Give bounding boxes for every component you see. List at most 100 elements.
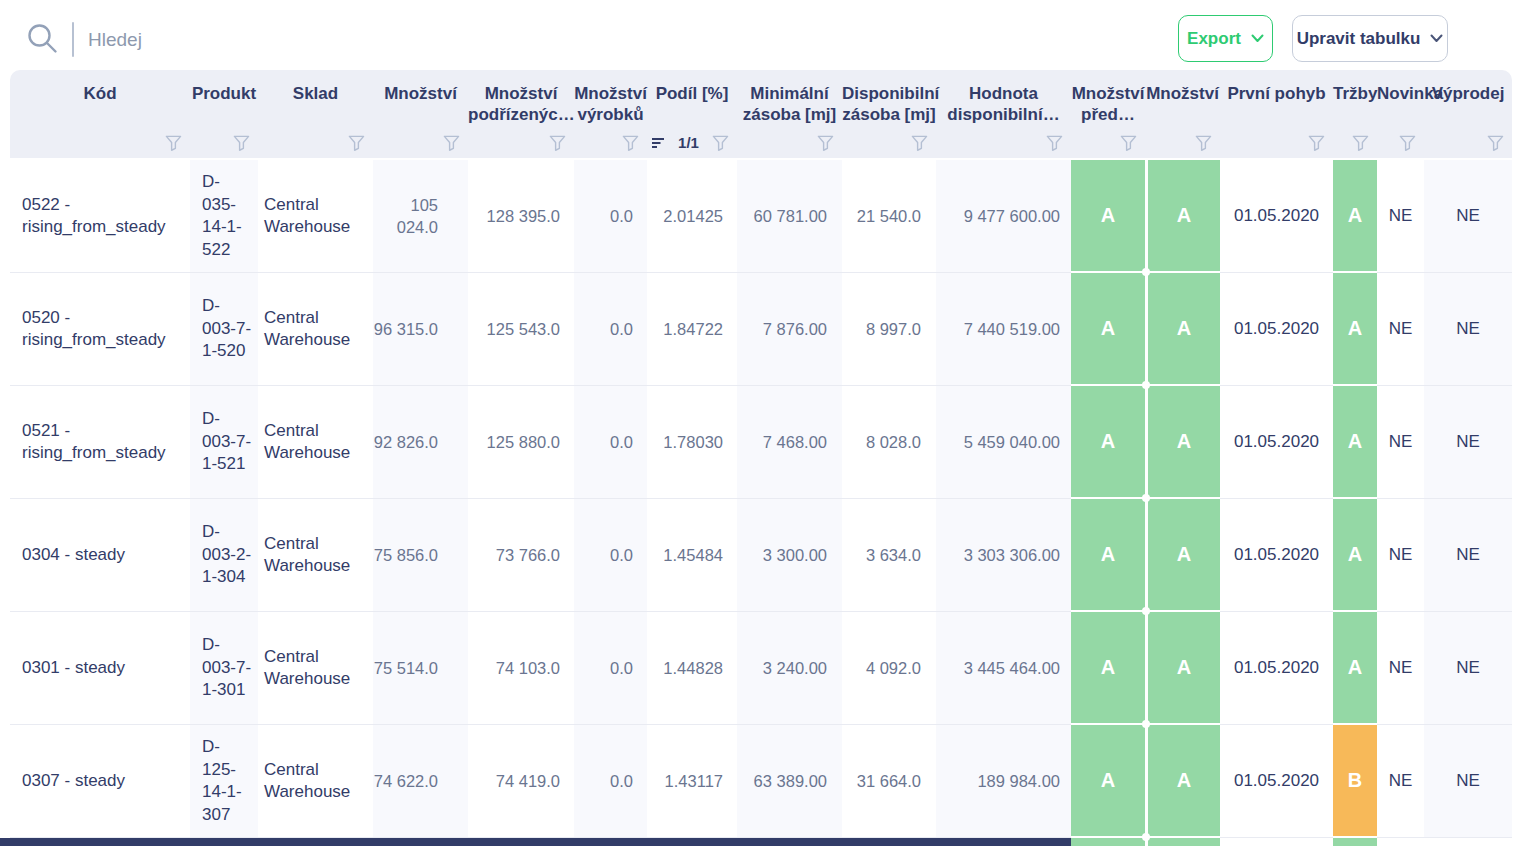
filter-icon[interactable] bbox=[549, 135, 566, 151]
column-filter-area bbox=[468, 131, 574, 158]
table-row[interactable]: 0307 - steadyD-125-14-1-307Central Wareh… bbox=[10, 725, 1512, 838]
column-header-vyprodej[interactable]: Výprodej bbox=[1424, 70, 1512, 158]
grade-badge: A bbox=[1333, 160, 1377, 271]
column-header-mnozstvi_2[interactable]: Množství bbox=[1145, 70, 1220, 158]
export-button-label: Export bbox=[1187, 29, 1241, 49]
filter-icon[interactable] bbox=[712, 135, 729, 151]
cell-novinka: NE bbox=[1377, 160, 1424, 273]
column-label: Výprodej bbox=[1424, 70, 1512, 131]
column-header-trzby[interactable]: Tržby bbox=[1333, 70, 1377, 158]
cell-podil: 1.78030 bbox=[647, 386, 737, 499]
filter-icon[interactable] bbox=[911, 135, 928, 151]
cell-sklad: Central Warehouse bbox=[258, 386, 373, 499]
cell-novinka: NE bbox=[1377, 725, 1424, 838]
column-filter-area bbox=[373, 131, 468, 158]
grade-badge: A bbox=[1148, 160, 1220, 271]
filter-icon[interactable] bbox=[622, 135, 639, 151]
column-header-disponibilni_zasoba[interactable]: Disponibilní zásoba [mj] bbox=[842, 70, 936, 158]
column-header-mnozstvi_pred[interactable]: Množství před… bbox=[1071, 70, 1145, 158]
cell-mnozstvi_vyrobku: 0.0 bbox=[574, 273, 647, 386]
cell-hodnota_disponibilni: 9 477 600.00 bbox=[936, 160, 1071, 273]
column-header-kod[interactable]: Kód bbox=[10, 70, 190, 158]
column-header-prvni_pohyb[interactable]: První pohyb bbox=[1220, 70, 1333, 158]
edit-table-button-label: Upravit tabulku bbox=[1297, 29, 1421, 49]
filter-icon[interactable] bbox=[1487, 135, 1504, 151]
cell-minimalni_zasoba: 3 300.00 bbox=[737, 499, 842, 612]
filter-icon[interactable] bbox=[165, 135, 182, 151]
cell-minimalni_zasoba: 63 389.00 bbox=[737, 725, 842, 838]
table-row[interactable]: 0520 - rising_from_steadyD-003-7-1-520Ce… bbox=[10, 273, 1512, 386]
filter-icon[interactable] bbox=[1308, 135, 1325, 151]
cell-mnozstvi_2: A bbox=[1145, 273, 1220, 386]
grade-badge: B bbox=[1333, 725, 1377, 836]
column-header-novinka[interactable]: Novinka bbox=[1377, 70, 1424, 158]
cell-trzby: A bbox=[1333, 160, 1377, 273]
column-label: Množství podřízenýc… bbox=[468, 70, 574, 131]
column-header-mnozstvi_vyrobku[interactable]: Množství výrobků bbox=[574, 70, 647, 158]
column-filter-area bbox=[1145, 131, 1220, 158]
column-header-minimalni_zasoba[interactable]: Minimální zásoba [mj] bbox=[737, 70, 842, 158]
cell-mnozstvi_vyrobku: 0.0 bbox=[574, 612, 647, 725]
grade-badge: A bbox=[1071, 160, 1145, 271]
column-header-produkt[interactable]: Produkt bbox=[190, 70, 258, 158]
column-filter-area bbox=[574, 131, 647, 158]
cell-mnozstvi_podrizenych: 128 395.0 bbox=[468, 160, 574, 273]
summary-row-partial-green bbox=[1333, 838, 1377, 846]
column-label: Kód bbox=[10, 70, 190, 131]
column-filter-area bbox=[1333, 131, 1377, 158]
cell-mnozstvi_2: A bbox=[1145, 612, 1220, 725]
cell-podil: 1.45484 bbox=[647, 499, 737, 612]
cell-minimalni_zasoba: 7 468.00 bbox=[737, 386, 842, 499]
cell-kod: 0304 - steady bbox=[10, 499, 190, 612]
filter-icon[interactable] bbox=[1195, 135, 1212, 151]
table-body: 0522 - rising_from_steadyD-035-14-1-522C… bbox=[10, 160, 1512, 838]
cell-produkt: D-003-2-1-304 bbox=[190, 499, 258, 612]
column-header-mnozstvi_podrizenych[interactable]: Množství podřízenýc… bbox=[468, 70, 574, 158]
filter-icon[interactable] bbox=[1399, 135, 1416, 151]
cell-trzby: B bbox=[1333, 725, 1377, 838]
cell-podil: 1.43117 bbox=[647, 725, 737, 838]
cell-sklad: Central Warehouse bbox=[258, 499, 373, 612]
summary-row-partial-green bbox=[1071, 838, 1145, 846]
cell-trzby: A bbox=[1333, 386, 1377, 499]
filter-icon[interactable] bbox=[443, 135, 460, 151]
column-filter-area bbox=[1071, 131, 1145, 158]
search-input[interactable] bbox=[86, 18, 1110, 62]
column-header-hodnota_disponibilni[interactable]: Hodnota disponibilní… bbox=[936, 70, 1071, 158]
column-label: Novinka bbox=[1377, 70, 1424, 131]
cell-prvni_pohyb: 01.05.2020 bbox=[1220, 725, 1333, 838]
column-header-mnozstvi[interactable]: Množství bbox=[373, 70, 468, 158]
edit-table-button[interactable]: Upravit tabulku bbox=[1292, 15, 1448, 62]
sort-descending-icon[interactable] bbox=[652, 137, 665, 149]
column-label: Množství bbox=[373, 70, 468, 131]
column-header-podil[interactable]: Podíl [%]1/1 bbox=[647, 70, 737, 158]
table-row[interactable]: 0301 - steadyD-003-7-1-301Central Wareho… bbox=[10, 612, 1512, 725]
grade-badge: A bbox=[1071, 273, 1145, 384]
cell-mnozstvi_podrizenych: 125 880.0 bbox=[468, 386, 574, 499]
column-header-sklad[interactable]: Sklad bbox=[258, 70, 373, 158]
search-icon bbox=[26, 22, 60, 60]
cell-mnozstvi_2: A bbox=[1145, 386, 1220, 499]
cell-mnozstvi_vyrobku: 0.0 bbox=[574, 499, 647, 612]
cell-minimalni_zasoba: 60 781.00 bbox=[737, 160, 842, 273]
grade-badge: A bbox=[1148, 386, 1220, 497]
filter-icon[interactable] bbox=[1046, 135, 1063, 151]
export-button[interactable]: Export bbox=[1178, 15, 1273, 62]
table-row[interactable]: 0522 - rising_from_steadyD-035-14-1-522C… bbox=[10, 160, 1512, 273]
filter-icon[interactable] bbox=[1120, 135, 1137, 151]
filter-icon[interactable] bbox=[817, 135, 834, 151]
table-row[interactable]: 0304 - steadyD-003-2-1-304Central Wareho… bbox=[10, 499, 1512, 612]
cell-sklad: Central Warehouse bbox=[258, 612, 373, 725]
filter-icon[interactable] bbox=[1352, 135, 1369, 151]
table-row[interactable]: 0521 - rising_from_steadyD-003-7-1-521Ce… bbox=[10, 386, 1512, 499]
cell-mnozstvi: 96 315.0 bbox=[373, 273, 468, 386]
grade-badge: A bbox=[1333, 386, 1377, 497]
filter-icon[interactable] bbox=[348, 135, 365, 151]
top-toolbar: Export Upravit tabulku bbox=[0, 0, 1526, 70]
cell-produkt: D-003-7-1-301 bbox=[190, 612, 258, 725]
cell-mnozstvi_vyrobku: 0.0 bbox=[574, 386, 647, 499]
cell-disponibilni_zasoba: 8 028.0 bbox=[842, 386, 936, 499]
filter-icon[interactable] bbox=[233, 135, 250, 151]
cell-mnozstvi_2: A bbox=[1145, 160, 1220, 273]
grade-badge: A bbox=[1071, 499, 1145, 610]
